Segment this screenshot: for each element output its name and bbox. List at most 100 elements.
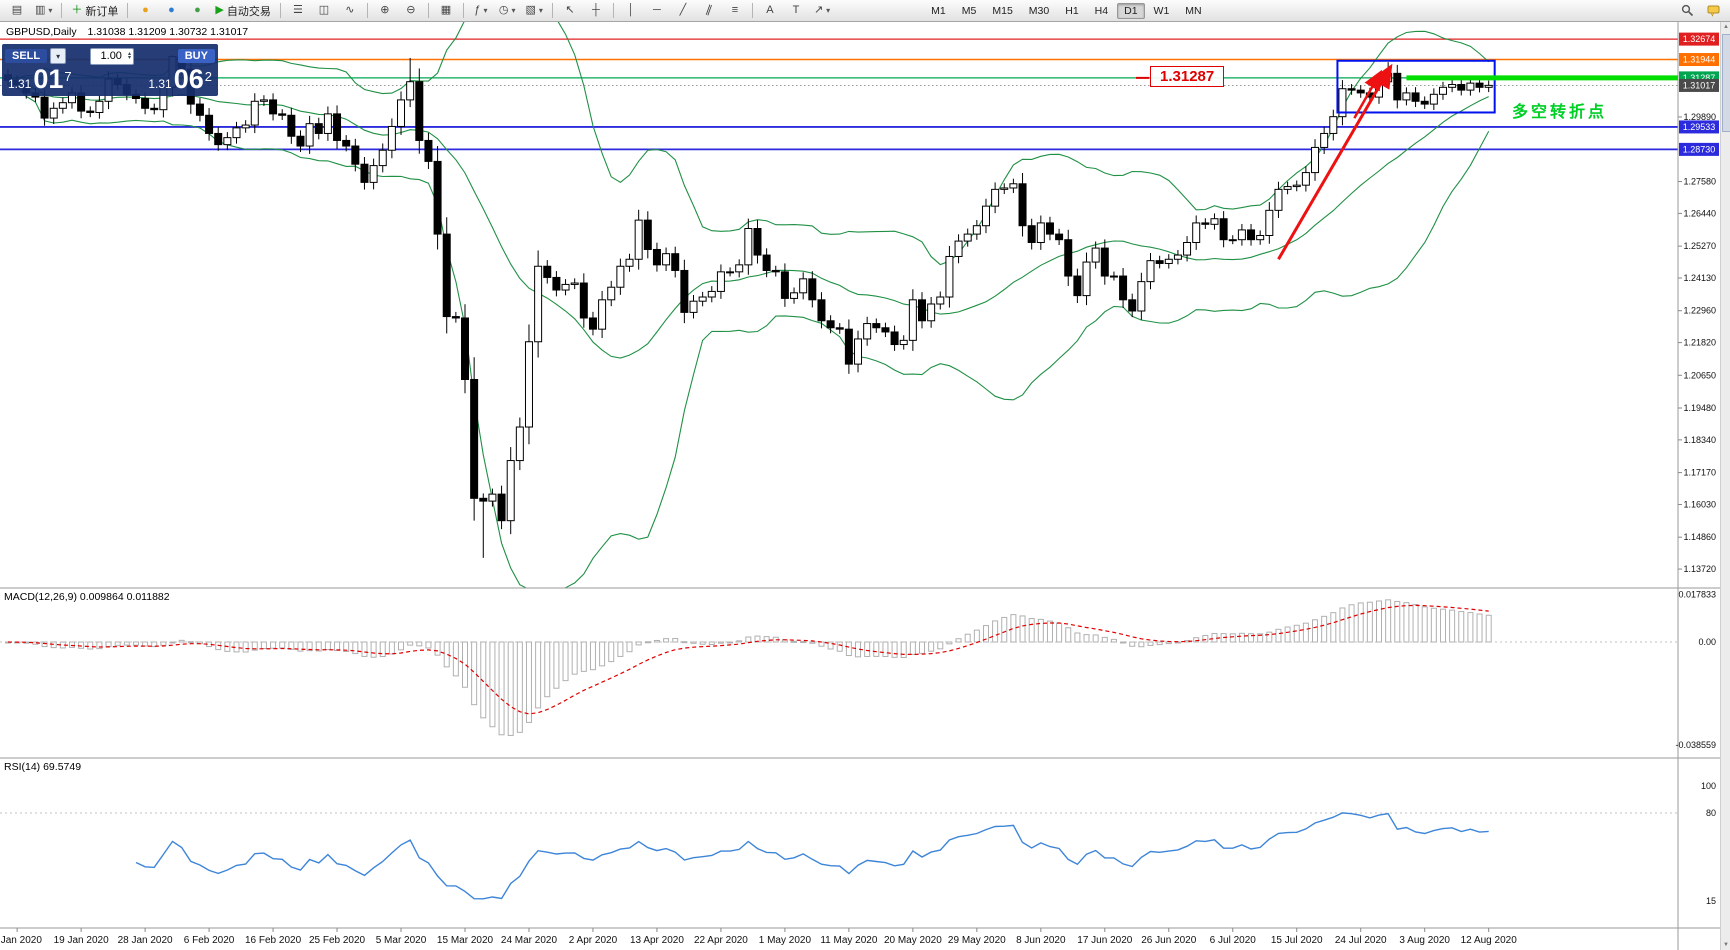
chart-area[interactable]: 1.29890 1.27580 1.26440 1.25270 1.24130 1.229… [0,22,1730,950]
svg-text:0.00: 0.00 [1698,637,1716,647]
macd-histogram [571,641,578,675]
buy-button[interactable]: 1.31 06 2 [145,64,215,94]
macd-histogram [818,641,825,647]
macd-histogram [699,641,706,645]
svg-text:12 Aug 2020: 12 Aug 2020 [1461,935,1518,946]
macd-histogram [123,641,130,646]
macd-histogram [727,641,734,644]
svg-text:1 May 2020: 1 May 2020 [759,935,812,946]
timeframe-m30-button[interactable]: M30 [1028,4,1050,17]
line-chart-mode-button[interactable]: ∿ [338,1,362,21]
buy-tab[interactable]: BUY [177,49,215,63]
timeframe-h1-button[interactable]: H1 [1065,4,1079,17]
zoom-out-button[interactable]: ⊖ [399,1,423,21]
vertical-line-button[interactable]: │ [619,1,643,21]
tile-windows-button[interactable]: ▦ [434,1,458,21]
volume-input[interactable]: 1.00 ▴ ▾ [89,47,134,65]
scroll-down-icon[interactable]: ▼ [1723,942,1729,948]
templates-button[interactable]: ▧ ▾ [522,1,547,21]
svg-text:28 Jan 2020: 28 Jan 2020 [118,935,173,946]
timeframe-h4-button[interactable]: H4 [1094,4,1109,17]
macd-histogram [260,641,267,650]
label-icon: T [792,4,800,16]
new-chart-button[interactable]: ▤ [5,1,29,21]
timeframe-w1-button[interactable]: W1 [1153,4,1170,17]
macd-histogram [306,641,313,652]
text-button[interactable]: A [758,1,782,21]
timeframe-mn-button[interactable]: MN [1185,4,1202,17]
plus-icon: ＋ [71,4,83,16]
macd-histogram [544,641,551,698]
indicators-button[interactable]: ƒ ▾ [469,1,493,21]
macd-histogram [407,641,414,646]
date-axis-labels[interactable]: 9 Jan 2020 19 Jan 2020 28 Jan 2020 6 Feb 20… [0,928,1517,946]
sell-price-big: 01 [33,64,64,94]
macd-layer: 0.017833 0.00 -0.038559 [0,589,1716,750]
timeframe-m15-button[interactable]: M15 [992,4,1013,17]
chart-ohlc-header: GBPUSD,Daily 1.31038 1.31209 1.30732 1.3… [6,26,248,38]
bar-chart-mode-button[interactable]: ☰ [286,1,310,21]
scroll-up-icon[interactable]: ▲ [1723,24,1729,30]
community-icon: ● [194,4,201,16]
timeframe-d1-button[interactable]: D1 [1117,2,1145,19]
macd-histogram [462,641,468,688]
annotations-layer[interactable] [1136,59,1678,261]
sell-button[interactable]: 1.31 01 7 [5,64,75,94]
autotrading-button[interactable]: ▶ 自动交易 [211,1,274,21]
zoom-in-button[interactable]: ⊕ [373,1,397,21]
news-button[interactable] [1701,1,1725,21]
search-button[interactable] [1675,1,1699,21]
profiles-button[interactable]: ▥ ▾ [31,1,56,21]
trendline-button[interactable]: ╱ [671,1,695,21]
svg-text:1.27580: 1.27580 [1683,177,1716,187]
sell-tab[interactable]: SELL [5,49,48,63]
svg-text:9 Jan 2020: 9 Jan 2020 [0,935,42,946]
horizontal-line-button[interactable]: ─ [645,1,669,21]
mql5-icon: ● [168,4,175,16]
cursor-button[interactable]: ↖ [558,1,582,21]
buy-price-big: 06 [173,64,204,94]
svg-text:1.29533: 1.29533 [1683,122,1716,132]
vertical-scrollbar[interactable]: ▲ ▼ [1720,22,1730,950]
macd-histogram [1312,619,1319,643]
macd-histogram [617,641,624,657]
order-type-dropdown[interactable]: ▾ [50,48,67,64]
periods-button[interactable]: ◷ ▾ [495,1,520,21]
macd-histogram [1056,622,1063,643]
chart-ohlc-values: 1.31038 1.31209 1.30732 1.31017 [87,26,249,38]
horizontal-line-icon: ─ [653,4,661,16]
turning-point-note[interactable]: 多空转折点 [1512,104,1608,121]
scrollbar-thumb[interactable] [1722,34,1730,132]
toolbar-separator [61,3,63,18]
macd-histogram [663,638,670,643]
macd-histogram [736,640,743,643]
new-order-button[interactable]: ＋新订单 [67,1,122,21]
crosshair-button[interactable]: ┼ [584,1,608,21]
autotrading-button-label: 自动交易 [226,5,271,18]
caret-down-icon: ▾ [56,51,61,61]
price-level-label[interactable]: 1.31287 [1150,65,1225,87]
svg-text:19 Jan 2020: 19 Jan 2020 [54,935,109,946]
timeframe-m1-button[interactable]: M1 [931,4,946,17]
macd-histogram [1046,620,1053,643]
volume-spinner[interactable]: ▴ ▾ [127,51,131,61]
fibonacci-button[interactable]: ≡ [723,1,747,21]
candlestick-mode-button[interactable]: ◫ [312,1,336,21]
deposit-button[interactable]: ● [133,1,157,21]
community-button[interactable]: ● [185,1,209,21]
label-button[interactable]: T [784,1,808,21]
macd-histogram [1403,602,1410,643]
arrows-button[interactable]: ↗ ▾ [810,1,834,21]
macd-histogram [41,641,48,648]
mql5-button[interactable]: ● [159,1,183,21]
macd-histogram [169,641,176,644]
price-axis-labels[interactable]: 1.29890 1.27580 1.26440 1.25270 1.24130 1.229… [1678,32,1719,574]
macd-histogram [635,641,642,646]
svg-text:17 Jun 2020: 17 Jun 2020 [1077,935,1132,946]
macd-histogram [1019,615,1026,643]
timeframe-m5-button[interactable]: M5 [961,4,977,17]
channel-button[interactable]: ∥ [697,1,721,21]
coin-icon: ● [142,4,149,16]
svg-text:1.13720: 1.13720 [1683,564,1716,574]
macd-histogram [132,641,139,646]
